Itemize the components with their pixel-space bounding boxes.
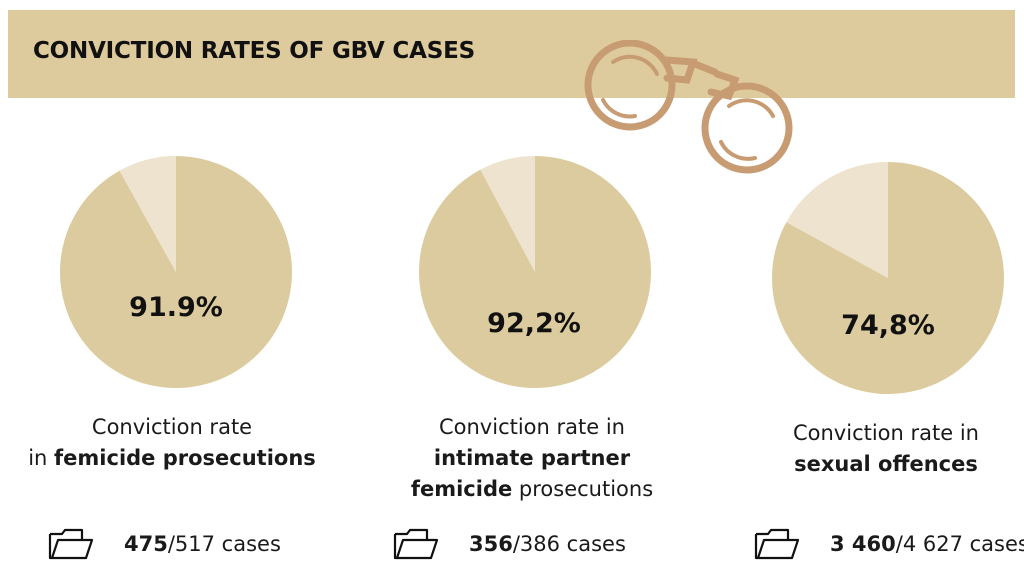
- caption-pre: Conviction rate: [91, 415, 253, 439]
- cases-bold: 3 460: [830, 532, 896, 556]
- cases-femicide: 475/517 cases: [48, 528, 281, 560]
- percent-label-femicide: 91.9%: [129, 292, 223, 323]
- cases-bold: 356: [469, 532, 513, 556]
- cases-rest: /4 627 cases: [895, 532, 1024, 556]
- cases-sexual-offences: 3 460/4 627 cases: [754, 528, 1024, 560]
- pie-remainder-slice: [480, 156, 535, 272]
- folder-icon: [393, 528, 439, 560]
- folder-icon: [754, 528, 800, 560]
- caption-pre: Conviction rate in: [438, 415, 625, 439]
- folder-icon: [48, 528, 94, 560]
- caption-bold2: femicide: [410, 477, 513, 501]
- pie-chart-intimate-partner-femicide: [419, 156, 651, 388]
- caption-femicide: Conviction rate in femicide prosecutions: [22, 412, 322, 474]
- percent-label-sexual-offences: 74,8%: [841, 310, 935, 341]
- cases-rest: /517 cases: [167, 532, 281, 556]
- header-banner: [8, 10, 1015, 98]
- cases-intimate-partner: 356/386 cases: [393, 528, 626, 560]
- cases-bold: 475: [124, 532, 168, 556]
- caption-bold: sexual offences: [794, 452, 978, 476]
- handcuffs-icon: [584, 40, 793, 174]
- cases-rest: /386 cases: [512, 532, 626, 556]
- caption-intimate-partner: Conviction rate in intimate partner femi…: [372, 412, 692, 505]
- pie-chart-femicide: [59, 156, 293, 388]
- caption-bold: femicide prosecutions: [54, 446, 316, 470]
- caption-mid: in: [28, 446, 55, 470]
- pie-remainder-slice: [119, 156, 176, 272]
- page-title: CONVICTION RATES OF GBV CASES: [33, 38, 475, 64]
- caption-sexual-offences: Conviction rate in sexual offences: [736, 418, 1024, 480]
- pie-chart-sexual-offences: [772, 162, 1004, 394]
- caption-bold1: intimate partner: [433, 446, 631, 470]
- caption-pre: Conviction rate in: [792, 421, 979, 445]
- pie-remainder-slice: [786, 162, 888, 278]
- percent-label-intimate-partner: 92,2%: [487, 308, 581, 339]
- caption-post: prosecutions: [512, 477, 654, 501]
